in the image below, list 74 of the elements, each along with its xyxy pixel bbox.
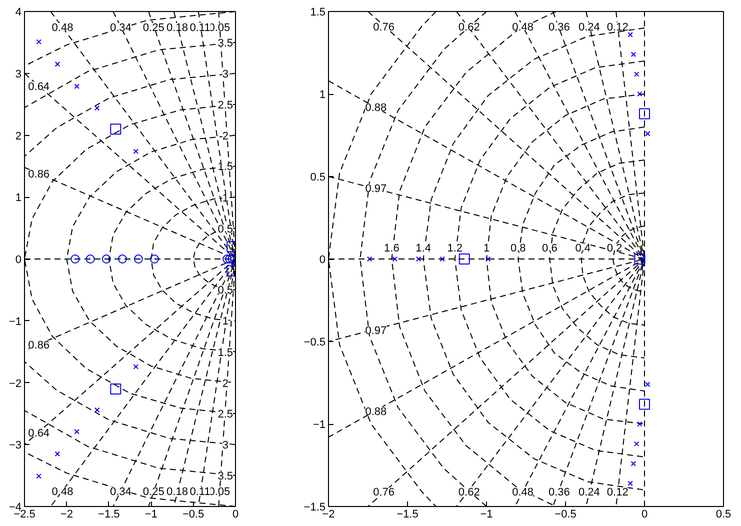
annotation: 0.64 (28, 427, 50, 440)
annotation: 0.25 (142, 22, 164, 34)
annotation: 2 (222, 378, 228, 390)
annotation: 0.48 (52, 22, 74, 34)
x-tick-label: 0 (641, 508, 648, 520)
x-tick-label: −1.5 (98, 508, 120, 520)
annotation: 0.86 (28, 339, 50, 352)
y-tick-label: 0 (15, 254, 22, 266)
annotation: 0.24 (578, 21, 600, 34)
x-tick-label: −0.5 (182, 508, 204, 520)
y-tick-label: 2 (15, 130, 22, 142)
annotation: 0.88 (365, 406, 387, 418)
annotation: 0.12 (606, 21, 628, 34)
annotation: 0.2 (606, 242, 622, 254)
annotation: 0.62 (458, 21, 480, 34)
y-tick-label: 4 (15, 6, 22, 18)
y-tick-label: −2 (8, 378, 22, 390)
annotation: 3 (222, 440, 228, 452)
annotation: 0.97 (365, 324, 387, 337)
annotation: 1 (222, 192, 228, 205)
annotation: 0.36 (548, 21, 570, 34)
annotation: 0.48 (52, 486, 74, 498)
annotation: 3 (222, 68, 228, 80)
annotation: 0.18 (166, 22, 188, 34)
annotation: 1.4 (416, 242, 431, 254)
y-tick-label: 0.5 (310, 172, 326, 184)
annotation: 3.5 (218, 37, 234, 50)
annotation: 0.18 (166, 486, 188, 498)
annotation: 0.48 (512, 486, 534, 499)
annotation: 0.88 (365, 102, 387, 114)
y-tick-label: −1 (8, 316, 22, 328)
annotation: 2.5 (218, 99, 234, 112)
annotation: 0.64 (28, 80, 50, 93)
annotation: 1.5 (218, 161, 234, 174)
annotation: 1.2 (447, 242, 463, 254)
annotation: 0.24 (578, 486, 600, 499)
y-tick-label: 1 (15, 192, 22, 204)
annotation: 0.8 (510, 242, 526, 254)
x-tick-label: −1.5 (396, 508, 418, 520)
annotation: 0.11 (190, 486, 210, 498)
y-tick-label: 3 (15, 68, 22, 80)
annotation: 0.25 (142, 486, 164, 498)
annotation: 0.4 (575, 242, 591, 254)
x-tick-label: 0 (232, 508, 239, 520)
x-tick-label: −2 (60, 508, 73, 520)
y-tick-label: −3 (8, 440, 22, 452)
annotation: 0.86 (28, 168, 50, 181)
annotation: 0.97 (365, 183, 387, 196)
annotation: 1 (483, 242, 490, 254)
y-tick-label: 1 (319, 89, 326, 101)
x-tick-label: −1 (480, 508, 493, 520)
annotation: 0.76 (373, 21, 395, 34)
annotation: 0.11 (190, 22, 210, 34)
x-tick-label: 0.5 (716, 508, 732, 520)
annotation: 3.5 (218, 470, 234, 483)
y-tick-label: 0 (319, 254, 326, 266)
annotation: 1.5 (218, 346, 234, 359)
x-tick-label: −0.5 (554, 508, 576, 520)
annotation: 0.34 (110, 22, 132, 34)
annotation: 0.36 (548, 486, 570, 499)
y-tick-label: −0.5 (304, 336, 326, 348)
annotation: 0.48 (512, 21, 534, 34)
annotation: 2.5 (218, 408, 234, 421)
y-tick-label: 1.5 (310, 6, 326, 18)
annotation: 0.76 (373, 486, 395, 499)
annotation: 0.34 (110, 486, 132, 498)
x-tick-label: −1 (144, 508, 158, 520)
annotation: 1 (222, 315, 228, 328)
y-tick-label: −1 (312, 419, 326, 431)
annotation: 2 (222, 130, 228, 142)
annotation: 1.6 (384, 242, 400, 254)
annotation: 0.12 (606, 486, 628, 499)
annotation: 0.6 (542, 242, 558, 254)
annotation: 0.62 (458, 486, 480, 499)
